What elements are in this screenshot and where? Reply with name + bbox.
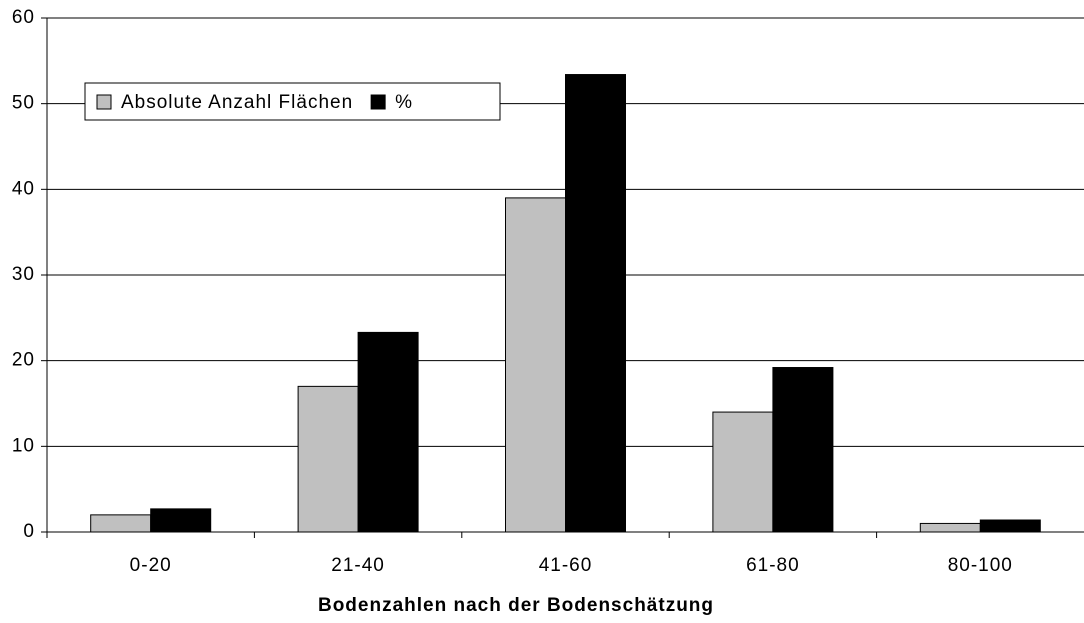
bar <box>979 519 1041 533</box>
y-tick-label: 30 <box>12 264 35 285</box>
legend-label: Absolute Anzahl Flächen <box>121 92 353 113</box>
bar <box>150 508 212 533</box>
x-tick-label: 21-40 <box>331 555 385 576</box>
x-tick-label: 80-100 <box>948 555 1013 576</box>
y-tick-label: 50 <box>12 93 35 114</box>
y-tick-label: 60 <box>12 7 35 28</box>
legend-swatch <box>96 94 112 110</box>
bar <box>712 411 774 533</box>
x-tick-label: 61-80 <box>746 555 800 576</box>
y-tick-label: 40 <box>12 178 35 199</box>
y-tick-label: 20 <box>12 350 35 371</box>
bar <box>297 385 359 533</box>
legend-label: % <box>395 92 413 113</box>
bar <box>565 74 626 533</box>
bar <box>505 197 566 533</box>
x-tick-label: 41-60 <box>539 555 593 576</box>
bar <box>919 522 981 533</box>
y-tick-label: 0 <box>23 521 35 542</box>
x-axis-title: Bodenzahlen nach der Bodenschätzung <box>318 595 714 616</box>
legend-swatch <box>370 94 386 110</box>
legend-box <box>84 82 501 121</box>
bar <box>357 331 419 533</box>
x-tick-label: 0-20 <box>130 555 172 576</box>
bar <box>772 367 834 533</box>
y-tick-label: 10 <box>12 435 35 456</box>
bar <box>90 514 152 533</box>
